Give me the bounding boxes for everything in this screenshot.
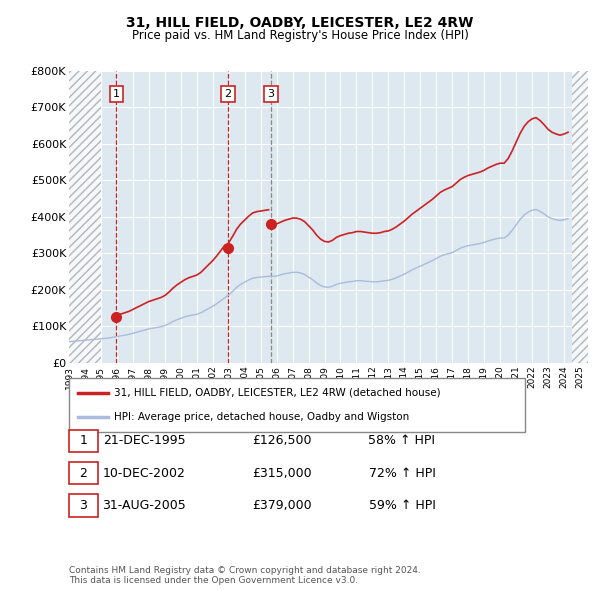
Text: HPI: Average price, detached house, Oadby and Wigston: HPI: Average price, detached house, Oadb… [114,412,409,422]
Text: 21-DEC-1995: 21-DEC-1995 [103,434,185,447]
Text: 31, HILL FIELD, OADBY, LEICESTER, LE2 4RW: 31, HILL FIELD, OADBY, LEICESTER, LE2 4R… [127,16,473,30]
Text: 1: 1 [113,89,120,99]
Text: Contains HM Land Registry data © Crown copyright and database right 2024.
This d: Contains HM Land Registry data © Crown c… [69,566,421,585]
Text: Price paid vs. HM Land Registry's House Price Index (HPI): Price paid vs. HM Land Registry's House … [131,29,469,42]
Text: 72% ↑ HPI: 72% ↑ HPI [368,467,436,480]
Text: 3: 3 [268,89,275,99]
Text: 31-AUG-2005: 31-AUG-2005 [102,499,186,512]
Bar [572,71,588,363]
Text: 59% ↑ HPI: 59% ↑ HPI [368,499,436,512]
Text: £126,500: £126,500 [252,434,312,447]
Bar [69,71,101,363]
Text: £315,000: £315,000 [252,467,312,480]
Text: 10-DEC-2002: 10-DEC-2002 [103,467,185,480]
Text: 31, HILL FIELD, OADBY, LEICESTER, LE2 4RW (detached house): 31, HILL FIELD, OADBY, LEICESTER, LE2 4R… [114,388,440,398]
Text: £379,000: £379,000 [252,499,312,512]
Text: 3: 3 [79,499,88,512]
Text: 2: 2 [224,89,231,99]
Text: 2: 2 [79,467,88,480]
Text: 58% ↑ HPI: 58% ↑ HPI [368,434,436,447]
Text: 1: 1 [79,434,88,447]
